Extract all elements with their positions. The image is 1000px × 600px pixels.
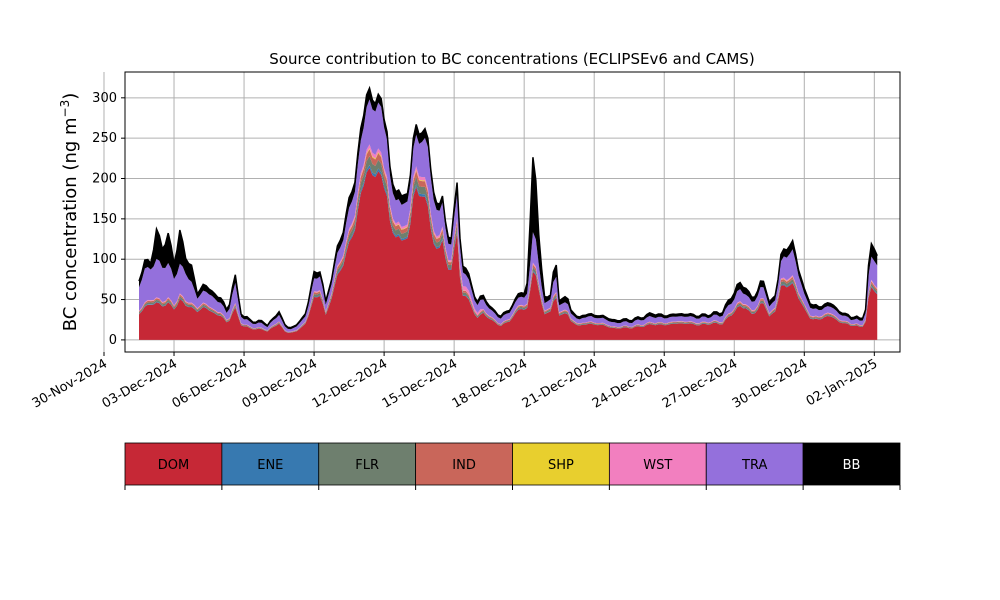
- legend-swatch-wst: [608, 442, 707, 486]
- stacked-areas: [138, 85, 878, 340]
- y-tick-label: 150: [92, 212, 117, 227]
- legend-label-bb: BB: [843, 458, 861, 473]
- area-series-dom: [139, 167, 878, 340]
- legend-swatch-bb: [802, 442, 901, 486]
- legend-swatch-tra: [705, 442, 804, 486]
- y-tick-label: 50: [100, 293, 117, 308]
- legend-label-shp: SHP: [548, 458, 574, 473]
- y-tick-label: 200: [92, 172, 117, 187]
- legend-swatch-dom: [124, 442, 223, 486]
- legend-label-tra: TRA: [741, 458, 767, 473]
- y-axis: 0 50 100 150 200 250 300: [92, 91, 125, 348]
- legend-swatch-ene: [221, 442, 320, 486]
- legend-swatch-flr: [318, 442, 417, 486]
- legend-swatch-shp: [512, 442, 610, 486]
- legend-label-wst: WST: [643, 458, 672, 473]
- legend-label-ind: IND: [452, 458, 476, 473]
- legend-label-flr: FLR: [355, 458, 379, 473]
- total-outline: [138, 85, 878, 329]
- legend-label-dom: DOM: [158, 458, 189, 473]
- y-tick-label: 250: [92, 131, 117, 146]
- y-tick-label: 300: [92, 91, 117, 106]
- legend-label-ene: ENE: [257, 458, 283, 473]
- y-tick-label: 0: [109, 333, 117, 348]
- y-tick-label: 100: [92, 252, 117, 267]
- area-series-tra: [139, 99, 878, 332]
- chart-title: Source contribution to BC concentrations…: [269, 50, 754, 68]
- source-legend-bar: DOM ENE FLR IND SHP WST TRA BB: [124, 442, 901, 490]
- y-axis-label: BC concentration (ng m−3): [58, 93, 81, 332]
- legend-swatch-ind: [415, 442, 513, 486]
- plot-frame: [124, 71, 901, 353]
